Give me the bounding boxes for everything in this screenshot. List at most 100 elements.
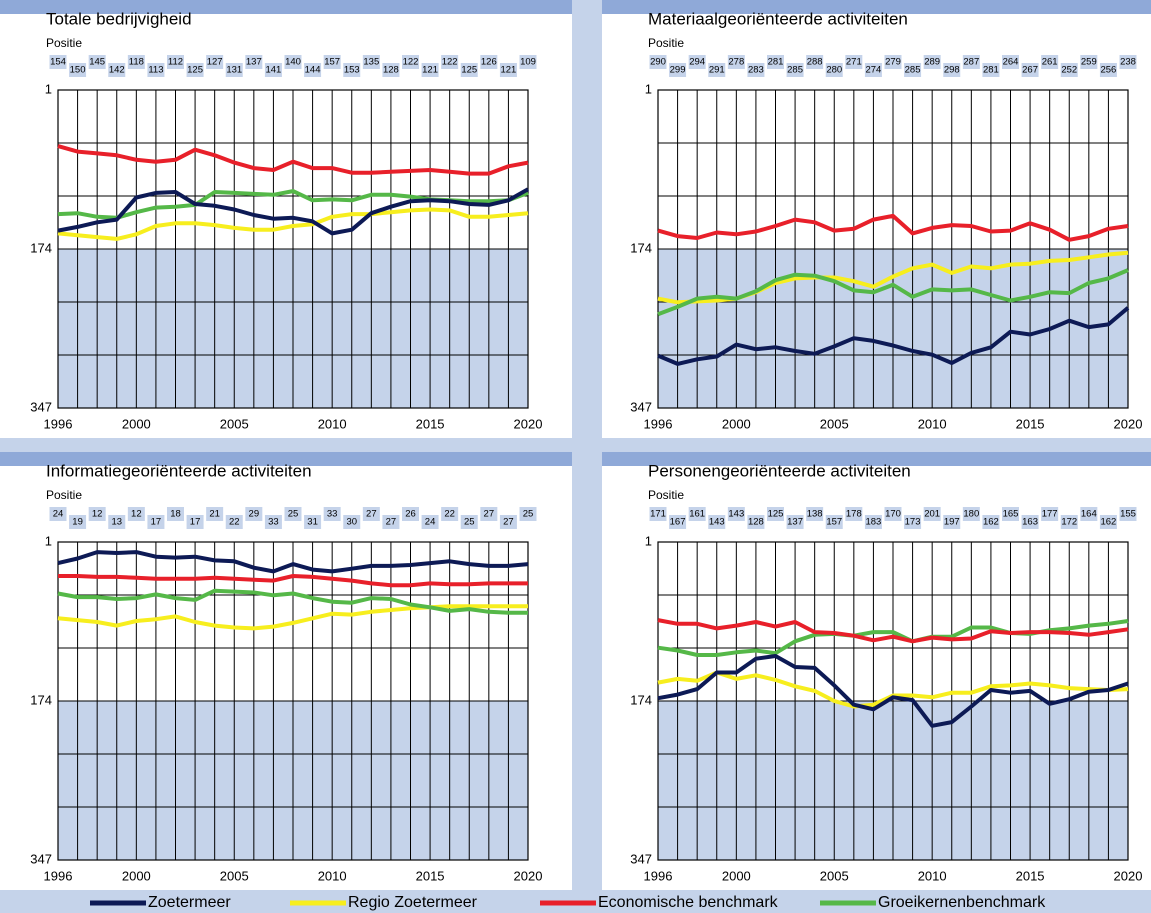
position-label: 197: [944, 517, 960, 528]
x-tick-label: 2015: [416, 868, 445, 883]
position-label: 288: [807, 57, 823, 68]
legend: Zoetermeer Regio Zoetermeer Economische be…: [90, 894, 1046, 911]
position-label: 167: [670, 517, 686, 528]
position-label: 294: [689, 57, 705, 68]
label-box: [343, 515, 361, 529]
label-box: [186, 63, 204, 77]
label-box: [904, 515, 922, 529]
panel-band: [0, 0, 572, 14]
position-label: 27: [366, 509, 377, 520]
position-label: 267: [1022, 65, 1038, 76]
y-tick-label: 174: [30, 692, 52, 707]
axis-label: Positie: [648, 36, 684, 50]
label-box: [480, 507, 498, 521]
series-line: [57, 588, 528, 615]
label-box: [767, 55, 784, 69]
position-label: 145: [89, 57, 105, 68]
label-box: [402, 507, 419, 521]
panel-title: Personengeoriënteerde activiteiten: [648, 461, 911, 480]
position-label: 135: [363, 57, 379, 68]
position-label: 25: [464, 517, 475, 528]
position-label: 280: [826, 65, 842, 76]
label-box: [88, 507, 106, 521]
x-tick-label: 1996: [44, 868, 73, 883]
y-tick-label: 1: [45, 533, 52, 548]
position-label: 281: [983, 65, 999, 76]
plot-frame: [57, 89, 529, 409]
label-box: [727, 507, 745, 521]
position-label: 252: [1061, 65, 1077, 76]
panel-band: [602, 452, 1151, 466]
label-box: [864, 515, 882, 529]
legend-label: Economische benchmark: [598, 894, 779, 911]
label-box: [206, 55, 224, 69]
label-box: [49, 55, 67, 69]
x-tick-label: 2000: [122, 868, 151, 883]
label-box: [747, 63, 765, 77]
x-tick-label: 2015: [1016, 416, 1045, 431]
y-tick-label: 347: [30, 399, 52, 414]
label-box: [402, 55, 419, 69]
position-label: 24: [53, 509, 64, 520]
x-tick-label: 2010: [918, 416, 947, 431]
label-box: [108, 515, 126, 529]
panel-title: Materiaalgeoriënteerde activiteiten: [648, 9, 908, 28]
axis-label: Positie: [46, 36, 82, 50]
label-box: [480, 55, 498, 69]
position-label: 138: [807, 509, 823, 520]
position-label: 31: [307, 517, 318, 528]
position-label: 157: [324, 57, 340, 68]
label-box: [1041, 507, 1059, 521]
label-box: [864, 63, 882, 77]
position-label: 17: [190, 517, 201, 528]
position-label: 154: [50, 57, 66, 68]
position-label: 161: [689, 509, 705, 520]
x-tick-label: 2020: [514, 416, 543, 431]
position-label: 173: [905, 517, 921, 528]
y-tick-label: 174: [630, 692, 652, 707]
position-label: 140: [285, 57, 301, 68]
position-label: 150: [70, 65, 86, 76]
x-tick-label: 2000: [122, 416, 151, 431]
label-box: [284, 55, 302, 69]
position-label: 180: [963, 509, 979, 520]
y-tick-label: 1: [645, 81, 652, 96]
position-label: 259: [1081, 57, 1097, 68]
label-box: [943, 63, 961, 77]
label-box: [786, 63, 804, 77]
position-label: 12: [131, 509, 142, 520]
x-tick-label: 2015: [416, 416, 445, 431]
x-tick-label: 2000: [722, 868, 751, 883]
position-label: 238: [1120, 57, 1136, 68]
label-box: [284, 507, 302, 521]
position-label: 298: [944, 65, 960, 76]
x-tick-label: 2010: [318, 416, 347, 431]
label-box: [421, 515, 439, 529]
y-tick-label: 1: [45, 81, 52, 96]
label-box: [884, 507, 902, 521]
label-box: [225, 515, 243, 529]
legend-label: Zoetermeer: [148, 894, 231, 911]
label-box: [708, 63, 726, 77]
position-label: 112: [168, 57, 183, 68]
position-label: 163: [1022, 517, 1038, 528]
position-label: 162: [983, 517, 999, 528]
plot-frame: [657, 541, 1129, 861]
position-label: 113: [148, 65, 163, 76]
position-label: 283: [748, 65, 764, 76]
x-tick-label: 2005: [220, 868, 249, 883]
position-label: 183: [865, 517, 881, 528]
x-tick-label: 2000: [722, 416, 751, 431]
label-box: [1119, 55, 1137, 69]
series-line: [657, 654, 1129, 728]
label-box: [499, 63, 517, 77]
label-box: [1080, 55, 1098, 69]
label-box: [962, 507, 980, 521]
x-tick-label: 2020: [1114, 868, 1143, 883]
position-label: 278: [728, 57, 744, 68]
position-label: 172: [1061, 517, 1077, 528]
series-line: [57, 604, 528, 631]
label-box: [1119, 507, 1137, 521]
label-box: [343, 63, 361, 77]
label-box: [323, 55, 341, 69]
